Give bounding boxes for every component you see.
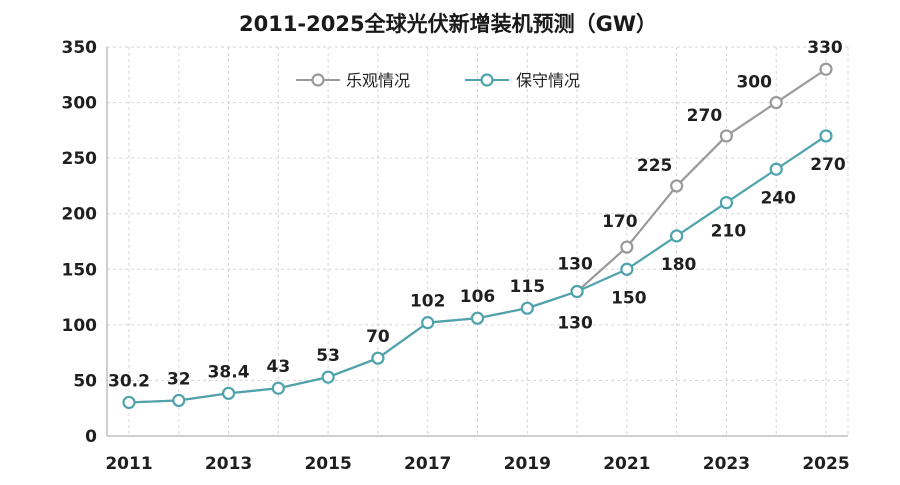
- y-tick-label: 100: [62, 316, 98, 336]
- data-label-optimistic: 270: [687, 106, 723, 126]
- y-axis-ticks: 0 50 100 150 200 250 300 350: [62, 38, 98, 447]
- data-label-conservative: 270: [810, 155, 846, 175]
- x-axis-ticks: 2011 2013 2015 2017 2019 2021 2023 2025: [105, 454, 849, 474]
- data-labels: 30.2 32 38.4 43 53 70 102 106 115 130 170 225 270 300…: [108, 38, 846, 391]
- y-tick-label: 200: [62, 205, 98, 225]
- data-label-optimistic: 170: [602, 212, 638, 232]
- legend-conservative-marker: [480, 73, 494, 87]
- data-point-conservative[interactable]: [620, 262, 634, 276]
- legend-optimistic-marker: [311, 73, 325, 87]
- data-label-optimistic: 106: [460, 287, 496, 307]
- data-point-optimistic[interactable]: [670, 179, 684, 193]
- data-point-conservative[interactable]: [271, 381, 285, 395]
- y-tick-label: 150: [62, 260, 98, 280]
- legend: 乐观情况 保守情况: [296, 71, 580, 90]
- data-point-optimistic[interactable]: [769, 95, 783, 110]
- y-tick-label: 50: [73, 371, 97, 391]
- x-tick-label: 2019: [504, 454, 551, 474]
- data-label-optimistic: 30.2: [108, 371, 150, 391]
- data-point-conservative[interactable]: [321, 370, 335, 384]
- data-label-conservative: 210: [711, 222, 747, 242]
- data-point-conservative[interactable]: [470, 311, 485, 325]
- data-label-optimistic: 32: [167, 369, 191, 389]
- data-point-conservative[interactable]: [670, 229, 684, 243]
- y-tick-label: 250: [62, 149, 98, 169]
- data-label-optimistic: 43: [267, 357, 291, 377]
- y-tick-label: 0: [85, 427, 97, 447]
- axes: [106, 47, 848, 437]
- data-label-conservative: 180: [661, 255, 697, 275]
- data-label-conservative: 150: [611, 288, 647, 308]
- x-tick-label: 2017: [404, 454, 451, 474]
- y-tick-label: 350: [62, 38, 98, 58]
- data-label-optimistic: 300: [736, 73, 772, 93]
- data-label-conservative: 130: [557, 314, 593, 334]
- data-point-conservative[interactable]: [221, 386, 236, 400]
- data-label-optimistic: 225: [637, 156, 673, 176]
- data-point-optimistic[interactable]: [620, 240, 634, 254]
- data-label-optimistic: 115: [510, 277, 546, 297]
- legend-item-conservative[interactable]: 保守情况: [465, 71, 580, 90]
- data-label-optimistic: 130: [557, 255, 593, 275]
- y-tick-label: 300: [62, 94, 98, 114]
- series: [122, 62, 833, 410]
- data-label-optimistic: 53: [316, 346, 340, 366]
- data-point-conservative[interactable]: [719, 196, 734, 210]
- data-point-conservative[interactable]: [570, 284, 584, 299]
- data-point-conservative[interactable]: [122, 395, 136, 410]
- x-tick-label: 2015: [304, 454, 351, 474]
- x-tick-label: 2023: [703, 454, 750, 474]
- data-point-conservative[interactable]: [769, 162, 783, 176]
- data-point-conservative[interactable]: [520, 301, 534, 315]
- data-label-optimistic: 330: [807, 38, 843, 58]
- data-point-conservative[interactable]: [421, 316, 435, 330]
- data-label-optimistic: 102: [410, 292, 446, 312]
- data-point-conservative[interactable]: [819, 129, 833, 143]
- data-point-optimistic[interactable]: [819, 62, 833, 76]
- legend-conservative-label: 保守情况: [516, 71, 580, 90]
- x-tick-label: 2021: [603, 454, 650, 474]
- data-point-conservative[interactable]: [172, 393, 186, 408]
- data-point-optimistic[interactable]: [719, 129, 734, 143]
- grid: [107, 46, 849, 436]
- x-tick-label: 2025: [802, 454, 849, 474]
- chart-title: 2011-2025全球光伏新增装机预测（GW）: [239, 12, 657, 36]
- data-label-optimistic: 38.4: [208, 362, 250, 382]
- legend-optimistic-label: 乐观情况: [346, 71, 410, 90]
- data-label-optimistic: 70: [366, 327, 390, 347]
- x-tick-label: 2013: [205, 454, 252, 474]
- data-label-conservative: 240: [760, 188, 796, 208]
- legend-item-optimistic[interactable]: 乐观情况: [296, 71, 410, 90]
- x-tick-label: 2011: [105, 454, 152, 474]
- data-point-conservative[interactable]: [371, 351, 385, 365]
